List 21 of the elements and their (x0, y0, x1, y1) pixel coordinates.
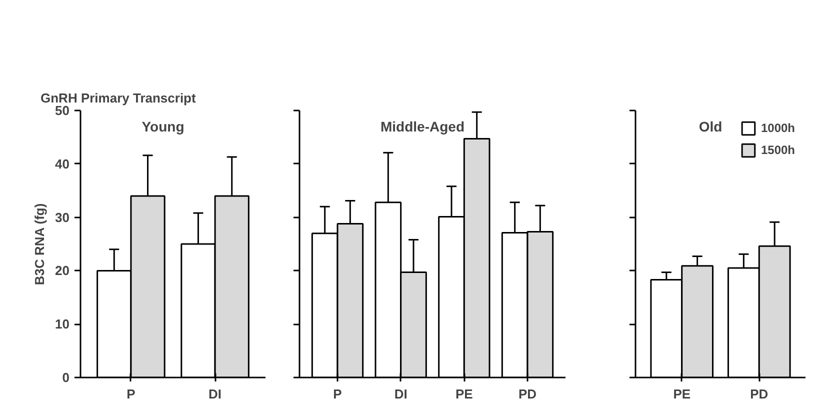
legend-label: 1000h (760, 121, 795, 135)
x-tick-label: P (126, 386, 136, 402)
x-tick-label: PE (673, 386, 691, 402)
x-tick-label: P (333, 386, 342, 402)
x-tick-label: PD (750, 386, 768, 402)
x-tick-label: DI (208, 386, 222, 402)
y-tick-label: 0 (62, 370, 70, 385)
chart-title: GnRH Primary Transcript (40, 90, 196, 106)
x-tick-label: DI (394, 386, 408, 402)
x-tick-label: PE (455, 386, 474, 402)
y-tick-label: 20 (55, 263, 70, 278)
y-tick-label: 50 (55, 103, 70, 118)
y-tick-label: 40 (55, 156, 70, 172)
x-tick-label: PD (518, 386, 537, 402)
legend-label: 1500h (760, 143, 795, 157)
text: Young (142, 118, 184, 134)
y-tick-label: 10 (55, 316, 70, 332)
y-axis-title: B3C RNA (fg) (32, 203, 48, 286)
text: Middle-Aged (380, 118, 465, 134)
y-tick-label: 30 (55, 210, 70, 225)
text: Old (698, 118, 722, 134)
